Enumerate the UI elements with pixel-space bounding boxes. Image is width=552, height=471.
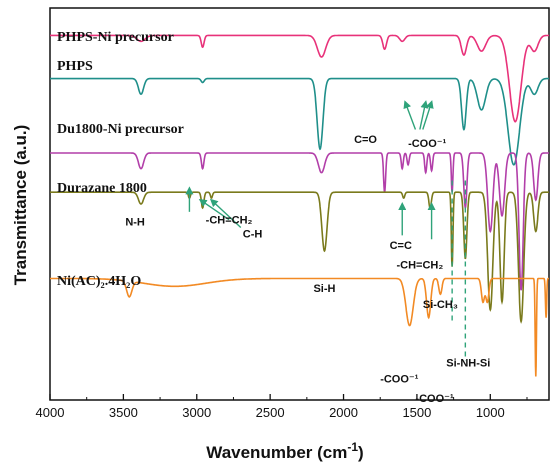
series-label-2: PHPS xyxy=(57,59,93,74)
x-tick-label-2000: 2000 xyxy=(329,405,358,420)
x-tick-label-4000: 4000 xyxy=(36,405,65,420)
annotation-arrow-6 xyxy=(403,100,417,130)
peak-annotation-3: C-H xyxy=(243,228,263,240)
peak-annotation-9: Si-CH₃ xyxy=(423,299,458,311)
series-line-1 xyxy=(50,34,549,123)
series-label-3: Du1800-Ni precursor xyxy=(57,122,184,137)
plot-frame xyxy=(49,7,550,401)
series-line-5 xyxy=(50,277,549,377)
x-tick-label-1000: 1000 xyxy=(476,405,505,420)
peak-annotation-7: C=C xyxy=(390,240,412,252)
peak-annotation-11: -COO⁻¹ xyxy=(380,373,419,385)
peak-annotation-4: Si-H xyxy=(313,283,335,295)
peak-annotation-8: -CH=CH₂ xyxy=(396,260,443,272)
peak-annotation-5: C=O xyxy=(354,134,377,146)
annotation-arrow-7 xyxy=(419,100,429,130)
x-tick-label-3500: 3500 xyxy=(109,405,138,420)
x-tick-label-1500: 1500 xyxy=(402,405,431,420)
y-axis-title: Transmittance (a.u.) xyxy=(11,125,30,286)
peak-annotation-1: N-H xyxy=(125,217,145,229)
peak-annotation-6: -COO⁻¹ xyxy=(408,138,447,150)
x-axis-title: Wavenumber (cm-1) xyxy=(206,440,363,462)
series-line-3 xyxy=(50,152,549,291)
annotation-arrow-2 xyxy=(198,198,230,221)
series-label-1: PHPS-Ni precursor xyxy=(57,30,174,45)
peak-annotation-12: -COO⁻¹ xyxy=(415,393,454,405)
x-tick-label-3000: 3000 xyxy=(182,405,211,420)
series-label-5: Ni(AC)₂.4H₂O xyxy=(57,274,141,289)
annotation-arrow-3 xyxy=(209,198,242,229)
series-line-2 xyxy=(50,77,549,166)
x-tick-label-2500: 2500 xyxy=(256,405,285,420)
peak-annotation-2: -CH=CH₂ xyxy=(206,215,253,227)
annotation-arrow-8 xyxy=(422,100,434,130)
series-label-4: Durazane 1800 xyxy=(57,181,147,196)
peak-annotation-10: Si-NH-Si xyxy=(446,358,490,370)
